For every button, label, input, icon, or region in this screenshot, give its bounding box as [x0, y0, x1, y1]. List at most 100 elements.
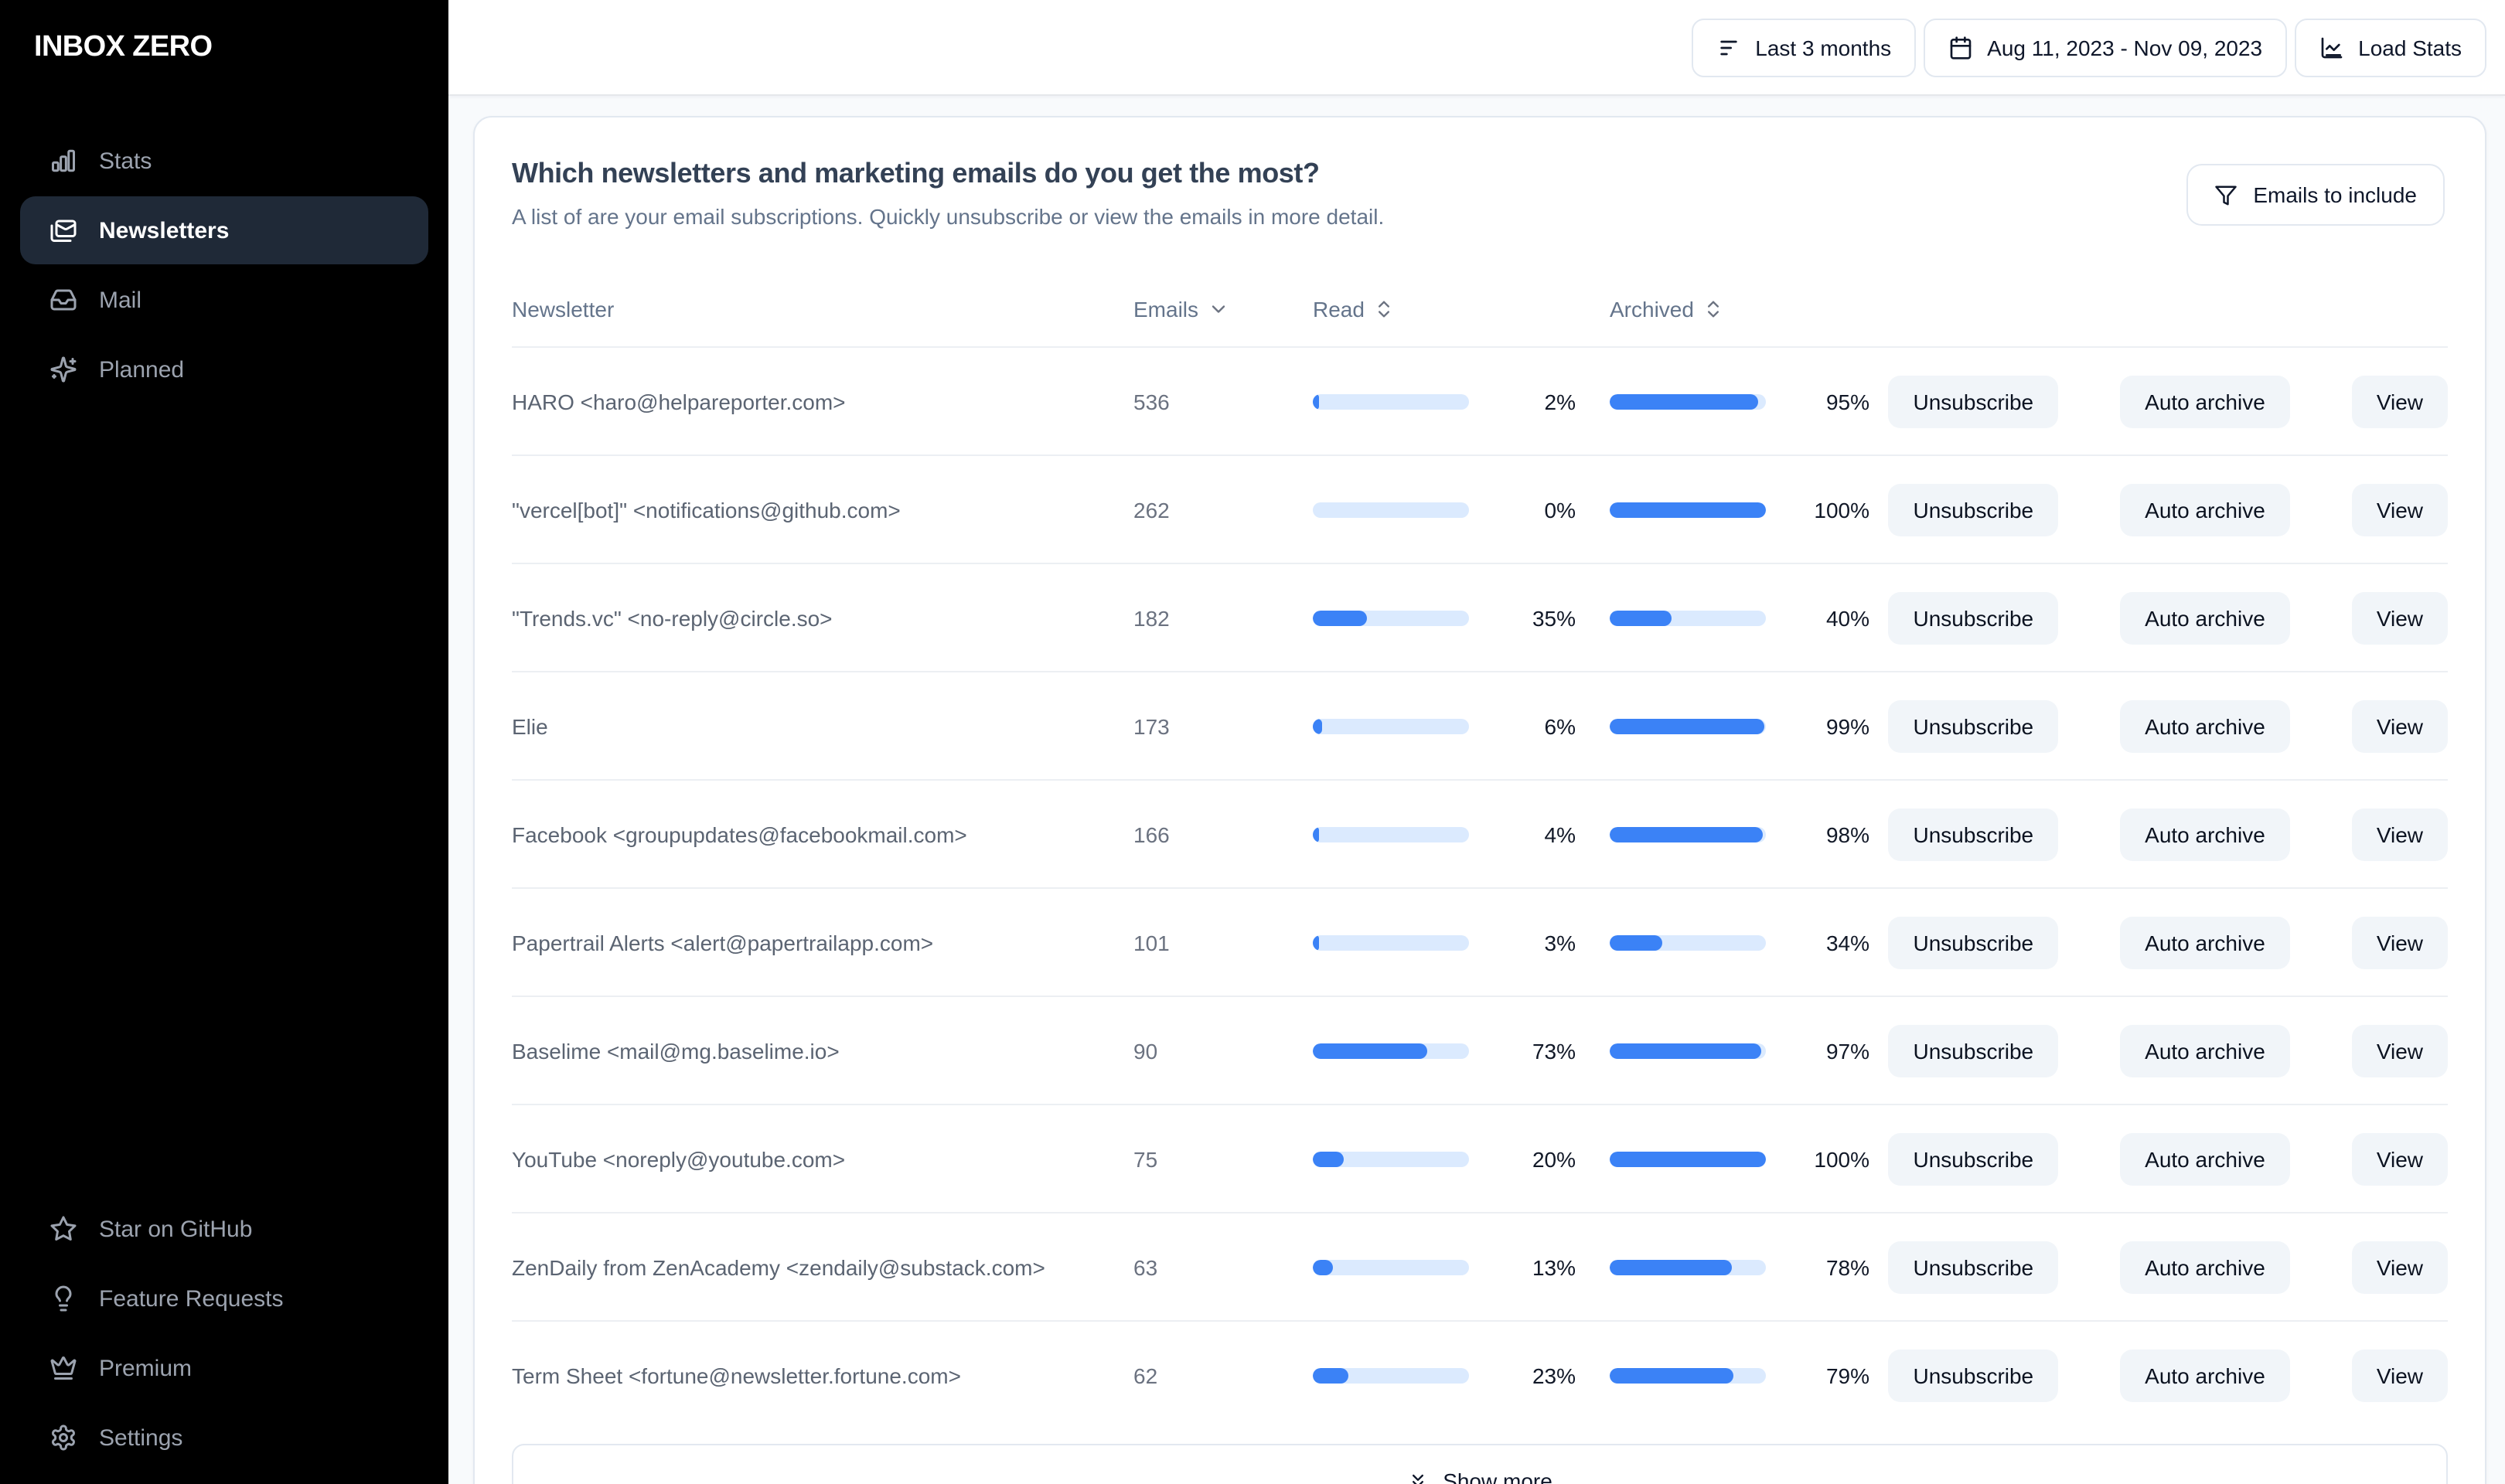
archived-progress-bar: [1610, 1367, 1766, 1383]
unsubscribe-button[interactable]: Unsubscribe: [1888, 1024, 2059, 1077]
read-progress-bar: [1313, 502, 1469, 517]
panel-title: Which newsletters and marketing emails d…: [512, 158, 1320, 189]
unsubscribe-button[interactable]: Unsubscribe: [1888, 591, 2059, 644]
emails-count: 166: [1133, 822, 1170, 846]
sidebar-item-planned[interactable]: Planned: [20, 335, 428, 403]
view-button[interactable]: View: [2351, 1024, 2448, 1077]
sidebar-item-label: Feature Requests: [99, 1285, 284, 1312]
read-cell: 4%: [1313, 822, 1610, 846]
read-cell: 6%: [1313, 713, 1610, 738]
archived-percent: 98%: [1825, 822, 1869, 846]
view-button[interactable]: View: [2351, 375, 2448, 427]
emails-count: 182: [1133, 605, 1170, 630]
emails-count: 75: [1133, 1146, 1158, 1171]
sidebar-item-stats[interactable]: Stats: [20, 127, 428, 195]
newsletter-name: YouTube <noreply@youtube.com>: [512, 1146, 846, 1171]
auto-archive-button[interactable]: Auto archive: [2120, 1241, 2290, 1293]
unsubscribe-button[interactable]: Unsubscribe: [1888, 699, 2059, 752]
sidebar-item-feature-requests[interactable]: Feature Requests: [20, 1264, 428, 1333]
emails-count: 173: [1133, 713, 1170, 738]
auto-archive-button[interactable]: Auto archive: [2120, 375, 2290, 427]
sparkles-icon: [49, 356, 77, 383]
view-button[interactable]: View: [2351, 699, 2448, 752]
view-button[interactable]: View: [2351, 808, 2448, 860]
view-button[interactable]: View: [2351, 1132, 2448, 1185]
auto-archive-button[interactable]: Auto archive: [2120, 483, 2290, 536]
column-header-emails[interactable]: Emails: [1133, 297, 1313, 322]
column-header-archived[interactable]: Archived: [1610, 297, 1903, 322]
archived-cell: 100%: [1610, 497, 1903, 522]
newsletter-name: "vercel[bot]" <notifications@github.com>: [512, 497, 901, 522]
archived-progress-bar: [1610, 502, 1766, 517]
table-row: Term Sheet <fortune@newsletter.fortune.c…: [512, 1320, 2448, 1428]
archived-cell: 98%: [1610, 822, 1903, 846]
auto-archive-button[interactable]: Auto archive: [2120, 1349, 2290, 1401]
column-header-read[interactable]: Read: [1313, 297, 1610, 322]
chevron-down-icon: [1208, 298, 1229, 320]
archived-progress-bar: [1610, 718, 1766, 733]
auto-archive-button[interactable]: Auto archive: [2120, 808, 2290, 860]
show-more-button[interactable]: Show more: [512, 1444, 2448, 1484]
auto-archive-button[interactable]: Auto archive: [2120, 699, 2290, 752]
view-button[interactable]: View: [2351, 1241, 2448, 1293]
view-button[interactable]: View: [2351, 483, 2448, 536]
newsletter-name: Baselime <mail@mg.baselime.io>: [512, 1038, 840, 1063]
row-actions: Unsubscribe Auto archive View: [1888, 1241, 2448, 1293]
sidebar-item-mail[interactable]: Mail: [20, 266, 428, 334]
sidebar-item-newsletters[interactable]: Newsletters: [20, 196, 428, 264]
view-button[interactable]: View: [2351, 1349, 2448, 1401]
read-percent: 13%: [1532, 1254, 1576, 1279]
archived-percent: 100%: [1814, 497, 1869, 522]
unsubscribe-button[interactable]: Unsubscribe: [1888, 1241, 2059, 1293]
read-progress-bar: [1313, 718, 1469, 733]
sidebar-nav: Stats Newsletters Mail Planned: [20, 127, 428, 403]
emails-to-include-button[interactable]: Emails to include: [2186, 164, 2445, 226]
table-row: HARO <haro@helpareporter.com> 536 2% 95%…: [512, 346, 2448, 454]
table-row: "vercel[bot]" <notifications@github.com>…: [512, 454, 2448, 563]
sidebar-item-star-on-github[interactable]: Star on GitHub: [20, 1195, 428, 1263]
read-percent: 73%: [1532, 1038, 1576, 1063]
date-range-button[interactable]: Aug 11, 2023 - Nov 09, 2023: [1924, 19, 2288, 77]
unsubscribe-button[interactable]: Unsubscribe: [1888, 916, 2059, 968]
archived-cell: 79%: [1610, 1363, 1903, 1387]
unsubscribe-button[interactable]: Unsubscribe: [1888, 1132, 2059, 1185]
view-button[interactable]: View: [2351, 591, 2448, 644]
read-percent: 20%: [1532, 1146, 1576, 1171]
read-percent: 4%: [1544, 822, 1576, 846]
sidebar-item-settings[interactable]: Settings: [20, 1404, 428, 1472]
gear-icon: [49, 1424, 77, 1452]
read-cell: 73%: [1313, 1038, 1610, 1063]
row-actions: Unsubscribe Auto archive View: [1888, 1024, 2448, 1077]
auto-archive-button[interactable]: Auto archive: [2120, 1024, 2290, 1077]
archived-percent: 34%: [1825, 930, 1869, 955]
read-cell: 2%: [1313, 389, 1610, 414]
unsubscribe-button[interactable]: Unsubscribe: [1888, 808, 2059, 860]
archived-percent: 78%: [1825, 1254, 1869, 1279]
view-button[interactable]: View: [2351, 916, 2448, 968]
auto-archive-button[interactable]: Auto archive: [2120, 916, 2290, 968]
read-progress-bar: [1313, 934, 1469, 950]
unsubscribe-button[interactable]: Unsubscribe: [1888, 483, 2059, 536]
load-stats-button[interactable]: Load Stats: [2295, 19, 2486, 77]
sidebar-item-label: Star on GitHub: [99, 1216, 253, 1242]
panel-subtitle: A list of are your email subscriptions. …: [512, 204, 1385, 229]
inbox-icon: [49, 286, 77, 314]
auto-archive-button[interactable]: Auto archive: [2120, 591, 2290, 644]
unsubscribe-button[interactable]: Unsubscribe: [1888, 375, 2059, 427]
row-actions: Unsubscribe Auto archive View: [1888, 699, 2448, 752]
period-select-button[interactable]: Last 3 months: [1692, 19, 1917, 77]
star-icon: [49, 1215, 77, 1243]
read-progress-bar: [1313, 1043, 1469, 1058]
sidebar-item-premium[interactable]: Premium: [20, 1334, 428, 1402]
auto-archive-button[interactable]: Auto archive: [2120, 1132, 2290, 1185]
sidebar: INBOX ZERO Stats Newsletters Mail: [0, 0, 448, 1484]
read-progress-bar: [1313, 1259, 1469, 1275]
unsubscribe-button[interactable]: Unsubscribe: [1888, 1349, 2059, 1401]
read-progress-bar: [1313, 393, 1469, 409]
row-actions: Unsubscribe Auto archive View: [1888, 808, 2448, 860]
read-progress-bar: [1313, 1151, 1469, 1166]
read-cell: 23%: [1313, 1363, 1610, 1387]
topbar-actions: Last 3 months Aug 11, 2023 - Nov 09, 202…: [1692, 19, 2486, 77]
read-cell: 13%: [1313, 1254, 1610, 1279]
